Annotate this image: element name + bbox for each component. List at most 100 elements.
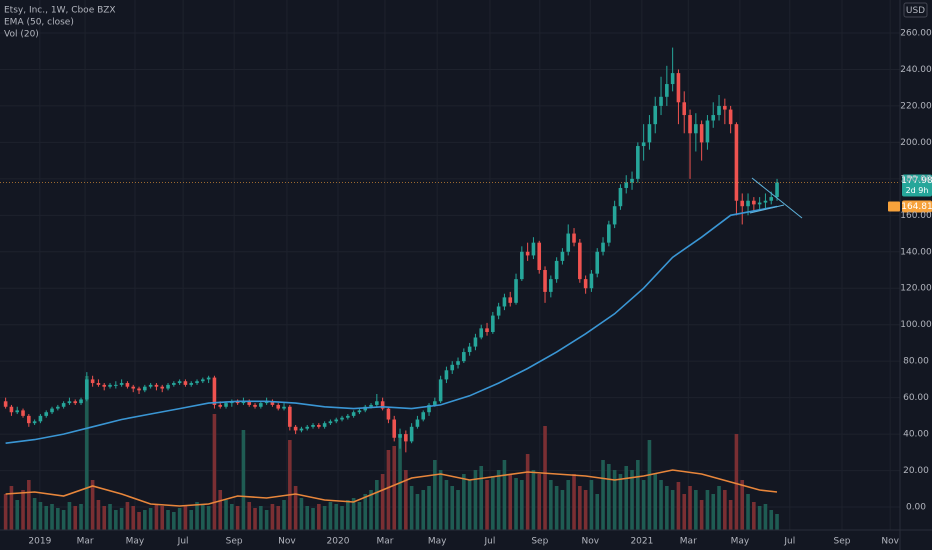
candle-body bbox=[299, 428, 304, 431]
volume-bar bbox=[172, 512, 176, 530]
x-tick-label: Jul bbox=[484, 537, 496, 547]
volume-bar bbox=[3, 494, 8, 530]
volume-bar bbox=[589, 480, 594, 530]
candle-body bbox=[276, 404, 281, 409]
volume-bar bbox=[212, 414, 217, 530]
candle-body bbox=[21, 410, 25, 416]
candle-body bbox=[375, 401, 379, 405]
candle-body bbox=[317, 424, 321, 427]
volume-bar bbox=[218, 490, 223, 530]
candle-body bbox=[189, 383, 194, 385]
y-tick-label: 60.00 bbox=[903, 393, 929, 403]
volume-bar bbox=[224, 500, 228, 530]
candle-body bbox=[131, 386, 136, 389]
volume-bar bbox=[299, 498, 304, 530]
volume-bar bbox=[717, 486, 721, 530]
volume-bar bbox=[264, 510, 269, 530]
volume-bar bbox=[433, 460, 437, 530]
volume-bar bbox=[230, 504, 234, 530]
x-tick-label: May bbox=[428, 537, 447, 547]
volume-bar bbox=[665, 486, 669, 530]
volume-bar bbox=[647, 440, 652, 530]
volume-pane bbox=[3, 376, 779, 530]
x-tick-label: Mar bbox=[680, 537, 697, 547]
candle-body bbox=[647, 124, 652, 143]
y-tick-label: 260.00 bbox=[900, 28, 932, 38]
volume-bar bbox=[351, 498, 356, 530]
volume-bar bbox=[723, 490, 727, 530]
candle-body bbox=[85, 379, 89, 400]
trend-line bbox=[751, 177, 803, 219]
volume-bar bbox=[491, 476, 495, 530]
volume-bar bbox=[537, 474, 542, 530]
volume-bar bbox=[61, 510, 66, 530]
candle-body bbox=[694, 124, 698, 134]
candle-body bbox=[398, 434, 402, 438]
candle-body bbox=[450, 364, 455, 371]
volume-bar bbox=[235, 506, 240, 530]
candle-body bbox=[595, 251, 600, 274]
volume-bar bbox=[206, 506, 211, 530]
volume-bar bbox=[102, 506, 107, 530]
volume-bar bbox=[96, 500, 101, 530]
candle-body bbox=[740, 200, 745, 207]
currency[interactable]: USD bbox=[906, 6, 925, 16]
volume-bar bbox=[137, 512, 141, 530]
volume-bar bbox=[363, 494, 368, 530]
volume-bar bbox=[317, 504, 321, 530]
candle-body bbox=[583, 279, 588, 289]
currency-box[interactable] bbox=[903, 2, 928, 18]
candle-body bbox=[346, 415, 350, 418]
x-tick-label: May bbox=[126, 537, 145, 547]
candle-body bbox=[653, 105, 658, 125]
volume-bar bbox=[427, 486, 431, 530]
candle-body bbox=[404, 434, 408, 442]
candle-body bbox=[114, 384, 118, 386]
candle-body bbox=[340, 417, 344, 420]
x-tick-label: Jul bbox=[783, 537, 795, 547]
candle-body bbox=[763, 200, 768, 203]
volume-bar bbox=[699, 500, 704, 530]
y-tick-label: 180.00 bbox=[900, 174, 932, 184]
candle-body bbox=[752, 200, 756, 205]
candle-body bbox=[206, 377, 211, 380]
volume-bar bbox=[572, 474, 576, 530]
candle-body bbox=[259, 403, 263, 407]
candle-body bbox=[241, 401, 246, 404]
candle-body bbox=[172, 383, 176, 385]
volume-bar bbox=[520, 480, 524, 530]
candle-body bbox=[572, 233, 576, 243]
volume-bar bbox=[636, 460, 640, 530]
candle-body bbox=[473, 337, 478, 347]
candle-body bbox=[723, 105, 727, 110]
candle-body bbox=[67, 401, 72, 404]
volume-bar bbox=[688, 486, 692, 530]
volume-bar bbox=[183, 506, 188, 530]
candle-body bbox=[514, 279, 518, 303]
candle-body bbox=[183, 381, 188, 385]
volume-bar bbox=[241, 430, 246, 530]
ema-label: 164.81 bbox=[901, 202, 932, 212]
volume-bar bbox=[624, 466, 629, 530]
candle-body bbox=[218, 404, 223, 407]
candle-body bbox=[467, 346, 472, 353]
x-tick-label: Mar bbox=[77, 537, 94, 547]
candle-body bbox=[705, 120, 710, 143]
candle-body bbox=[525, 251, 530, 256]
candle-body bbox=[746, 200, 750, 207]
candle-body bbox=[154, 384, 159, 387]
candle-body bbox=[357, 410, 362, 413]
volume-bar bbox=[15, 500, 20, 530]
candle-body bbox=[160, 386, 165, 389]
candle-body bbox=[125, 383, 130, 387]
candle-body bbox=[3, 401, 8, 407]
volume-bar bbox=[114, 510, 118, 530]
volume-bar bbox=[270, 504, 275, 530]
candle-body bbox=[618, 187, 623, 207]
volume-bar bbox=[578, 486, 582, 530]
candle-body bbox=[96, 383, 101, 385]
volume-bar bbox=[607, 464, 611, 530]
candle-body bbox=[282, 406, 286, 409]
candle-body bbox=[415, 419, 420, 427]
